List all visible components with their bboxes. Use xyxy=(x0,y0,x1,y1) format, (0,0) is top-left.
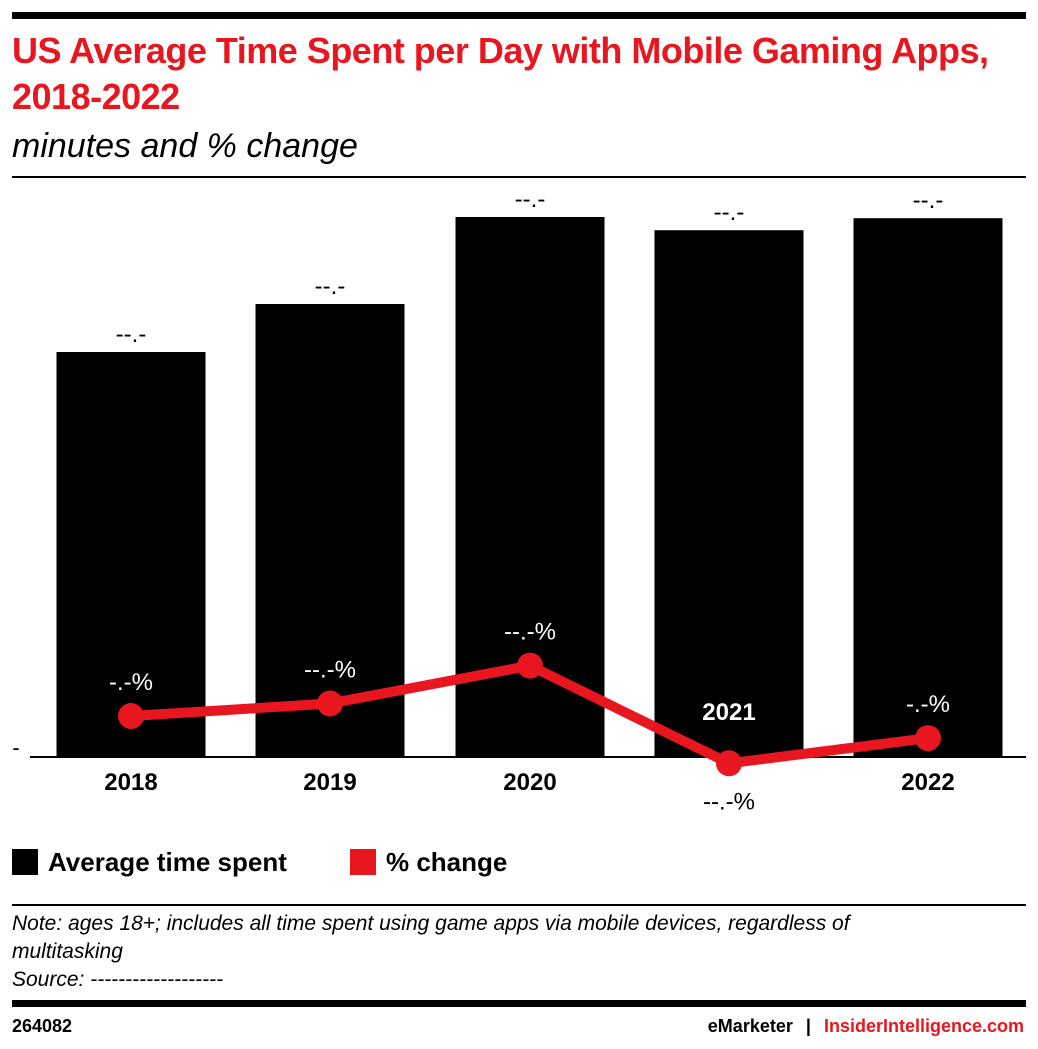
bar-2022 xyxy=(853,218,1003,757)
bar-label-2022: --.- xyxy=(913,187,944,214)
percent-change-label-2018: -.-% xyxy=(109,669,153,696)
brand-insider-intelligence: InsiderIntelligence.com xyxy=(823,1016,1024,1036)
legend-swatch-red xyxy=(350,849,376,875)
y-axis-tick-label: - xyxy=(12,735,19,760)
source-line: Source: ------------------- xyxy=(12,968,224,991)
x-tick-label-2019: 2019 xyxy=(303,769,356,796)
footer-rule xyxy=(12,1000,1026,1007)
top-rule xyxy=(12,12,1026,19)
bar-2019 xyxy=(255,304,405,757)
note-block: Note: ages 18+; includes all time spent … xyxy=(12,910,1012,994)
percent-change-point-2021 xyxy=(716,750,742,777)
x-tick-label-2021: 2021 xyxy=(702,699,755,726)
chart-subtitle: minutes and % change xyxy=(12,127,358,165)
chart-area: --.- --.- --.- --.- --.- - 2018 2019 2020 2022 202… xyxy=(12,186,1026,815)
bar-2018 xyxy=(56,352,206,757)
footer-brand: eMarketer | InsiderIntelligence.com xyxy=(708,1014,1024,1038)
bar-label-2018: --.- xyxy=(116,321,147,348)
note-line-2: multitasking xyxy=(12,940,123,963)
subtitle-rule xyxy=(12,176,1026,178)
bar-label-2019: --.- xyxy=(315,273,346,300)
bar-2021 xyxy=(654,230,804,757)
note-rule xyxy=(12,904,1026,906)
x-tick-label-2018: 2018 xyxy=(104,769,157,796)
legend-swatch-black xyxy=(12,849,38,875)
percent-change-point-2018 xyxy=(118,703,144,730)
legend-label-percent-change: % change xyxy=(386,846,508,877)
brand-separator: | xyxy=(805,1016,811,1036)
percent-change-point-2022 xyxy=(915,725,941,752)
chart-title: US Average Time Spent per Day with Mobil… xyxy=(12,30,989,117)
legend-label-average-time: Average time spent xyxy=(48,846,287,877)
percent-change-label-2020: --.-% xyxy=(504,619,556,646)
percent-change-label-2019: --.-% xyxy=(304,656,356,683)
percent-change-point-2019 xyxy=(317,690,343,717)
percent-change-point-2020 xyxy=(517,652,543,679)
bar-label-2020: --.- xyxy=(515,186,546,213)
x-tick-label-2022: 2022 xyxy=(901,769,954,796)
note-line-1: Note: ages 18+; includes all time spent … xyxy=(12,912,850,935)
bar-label-2021: --.- xyxy=(714,199,745,226)
chart-id: 264082 xyxy=(12,1016,73,1036)
percent-change-label-2021: --.-% xyxy=(703,788,755,815)
legend-item-percent-change: % change xyxy=(350,845,507,879)
legend-item-average-time: Average time spent xyxy=(12,845,287,879)
x-tick-label-2020: 2020 xyxy=(503,769,556,796)
percent-change-label-2022: -.-% xyxy=(906,691,950,718)
brand-emarketer: eMarketer xyxy=(707,1016,793,1036)
